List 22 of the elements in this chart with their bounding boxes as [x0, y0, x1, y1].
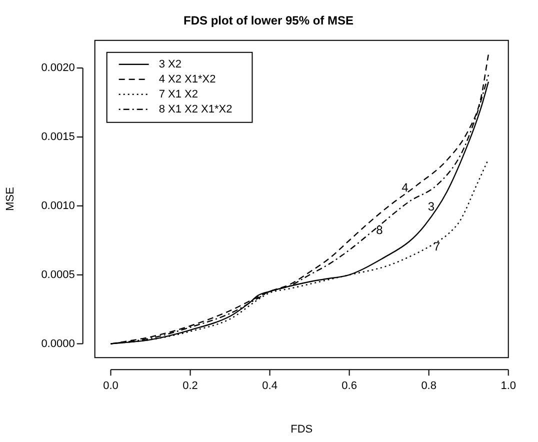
annotation: 7: [433, 240, 440, 254]
chart-title: FDS plot of lower 95% of MSE: [183, 14, 354, 28]
x-tick-label: 0.8: [421, 380, 436, 392]
x-axis-title: FDS: [290, 423, 313, 436]
y-tick-label: 0.0000: [41, 338, 75, 350]
legend-label: 4 X2 X1*X2: [158, 73, 216, 86]
y-tick-label: 0.0015: [41, 130, 75, 143]
legend-label: 3 X2: [158, 58, 182, 70]
x-tick-label: 1.0: [500, 380, 516, 392]
annotation: 3: [428, 200, 435, 214]
y-tick-label: 0.0010: [41, 200, 75, 212]
y-tick-label: 0.0020: [41, 62, 75, 74]
annotation: 4: [402, 180, 409, 194]
legend-label: 7 X1 X2: [158, 88, 198, 100]
annotation: 8: [376, 223, 384, 238]
x-tick-label: 0.4: [262, 380, 278, 392]
legend-label: 8 X1 X2 X1*X2: [158, 103, 232, 116]
y-tick-label: 0.0005: [41, 268, 75, 281]
x-tick-label: 0.6: [342, 380, 357, 392]
y-axis-title: MSE: [4, 187, 17, 211]
x-tick-label: 0.2: [182, 380, 198, 392]
x-tick-label: 0.0: [103, 380, 118, 392]
